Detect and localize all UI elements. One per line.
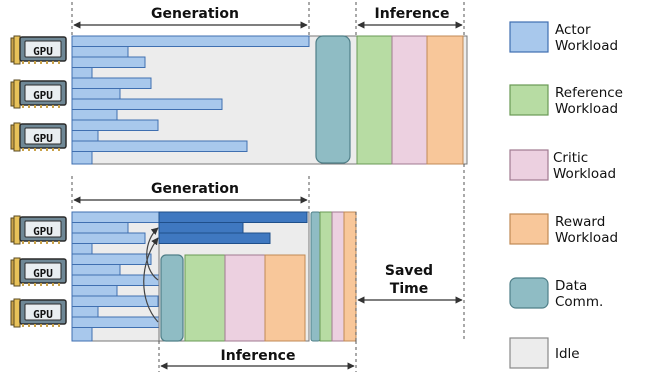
- actor-generation-bars: [71, 35, 310, 165]
- actor-bar: [71, 109, 118, 121]
- actor-bar: [71, 285, 118, 297]
- legend-item-idle: Idle: [509, 337, 580, 369]
- actor-bar: [71, 274, 160, 286]
- legend-label: Actor: [555, 22, 591, 38]
- legend-swatch: [509, 149, 549, 181]
- reward-workload-block: [264, 254, 306, 342]
- legend-label: Data: [555, 278, 587, 294]
- top-generation-label: Generation: [151, 6, 239, 22]
- actor-bar: [71, 140, 248, 152]
- legend-item-critic: Critic Workload: [509, 149, 616, 182]
- legend-item-reward: Reward Workload: [509, 213, 618, 246]
- legend-swatch: [509, 213, 549, 245]
- top-inference-label: Inference: [375, 6, 450, 22]
- legend-label: Workload: [555, 38, 618, 54]
- saved-time-label-line2: Time: [390, 281, 428, 297]
- migration-arrow: [146, 227, 159, 281]
- legend-item-reference: Reference Workload: [509, 84, 623, 117]
- svg-text:GPU: GPU: [33, 132, 53, 145]
- legend-swatch: [509, 84, 549, 116]
- legend-label: Critic: [553, 150, 588, 166]
- legend-label: Workload: [555, 230, 618, 246]
- reward-workload-block: [426, 35, 464, 165]
- gpu-icon: GPU: [10, 122, 67, 152]
- actor-bar: [71, 77, 152, 89]
- reference-workload-block: [319, 211, 333, 342]
- actor-bar: [71, 130, 99, 142]
- actor-generation-bars: [71, 211, 160, 342]
- actor-bar: [71, 98, 223, 110]
- actor-bar: [71, 119, 159, 131]
- legend-label: Reference: [555, 85, 623, 101]
- reference-workload-block: [184, 254, 226, 342]
- legend-label: Workload: [555, 101, 618, 117]
- critic-workload-block: [331, 211, 345, 342]
- migration-arrow: [143, 237, 159, 323]
- gpu-icon: GPU: [10, 215, 67, 245]
- actor-bar: [71, 211, 160, 223]
- legend-label: Comm.: [555, 294, 603, 310]
- actor-bar: [71, 151, 93, 165]
- svg-text:GPU: GPU: [33, 89, 53, 102]
- actor-bar: [71, 56, 146, 68]
- legend-item-data-comm: Data Comm.: [509, 277, 603, 310]
- actor-bar: [71, 253, 152, 265]
- svg-text:GPU: GPU: [33, 225, 53, 238]
- actor-bar: [71, 264, 121, 276]
- svg-text:GPU: GPU: [33, 267, 53, 280]
- critic-workload-block: [224, 254, 266, 342]
- actor-bar: [71, 295, 159, 307]
- bottom-inference-label: Inference: [221, 348, 296, 364]
- critic-workload-block: [391, 35, 428, 165]
- legend-item-actor: Actor Workload: [509, 21, 618, 54]
- actor-bar: [71, 222, 129, 234]
- legend-swatch: [509, 21, 549, 53]
- actor-bar: [71, 306, 99, 318]
- bottom-generation-label: Generation: [151, 181, 239, 197]
- bottom-panel: Generation: [10, 176, 465, 372]
- legend-swatch: [509, 337, 549, 369]
- legend-label: Idle: [555, 346, 580, 362]
- actor-bar: [71, 316, 160, 328]
- gpu-icon: GPU: [10, 35, 67, 65]
- actor-bar: [71, 67, 93, 79]
- reference-workload-block: [356, 35, 393, 165]
- migrated-actor-bars: [158, 211, 308, 244]
- top-panel: Generation Inference GPU: [10, 2, 468, 210]
- data-comm-block: [315, 35, 351, 164]
- actor-bar: [71, 243, 93, 255]
- data-comm-block: [310, 211, 321, 342]
- legend-swatch: [509, 277, 549, 309]
- legend-label: Reward: [555, 214, 605, 230]
- saved-time-label-line1: Saved: [385, 263, 433, 279]
- legend: Actor Workload Reference Workload Critic…: [509, 21, 623, 369]
- actor-bar-migrated: [158, 232, 271, 244]
- actor-bar: [71, 46, 129, 58]
- actor-bar-migrated: [158, 222, 244, 234]
- legend-label: Workload: [553, 166, 616, 182]
- actor-bar: [71, 327, 93, 342]
- actor-bar: [71, 88, 121, 100]
- gpu-icon: GPU: [10, 298, 67, 328]
- data-comm-block: [160, 254, 184, 342]
- reward-workload-block: [343, 211, 357, 342]
- actor-bar-migrated: [158, 211, 308, 223]
- gpu-icon: GPU: [10, 257, 67, 287]
- gpu-icon: GPU: [10, 79, 67, 109]
- actor-bar: [71, 35, 310, 47]
- migration-arrows: [143, 227, 159, 323]
- svg-text:GPU: GPU: [33, 308, 53, 321]
- actor-bar: [71, 232, 146, 244]
- svg-text:GPU: GPU: [33, 45, 53, 58]
